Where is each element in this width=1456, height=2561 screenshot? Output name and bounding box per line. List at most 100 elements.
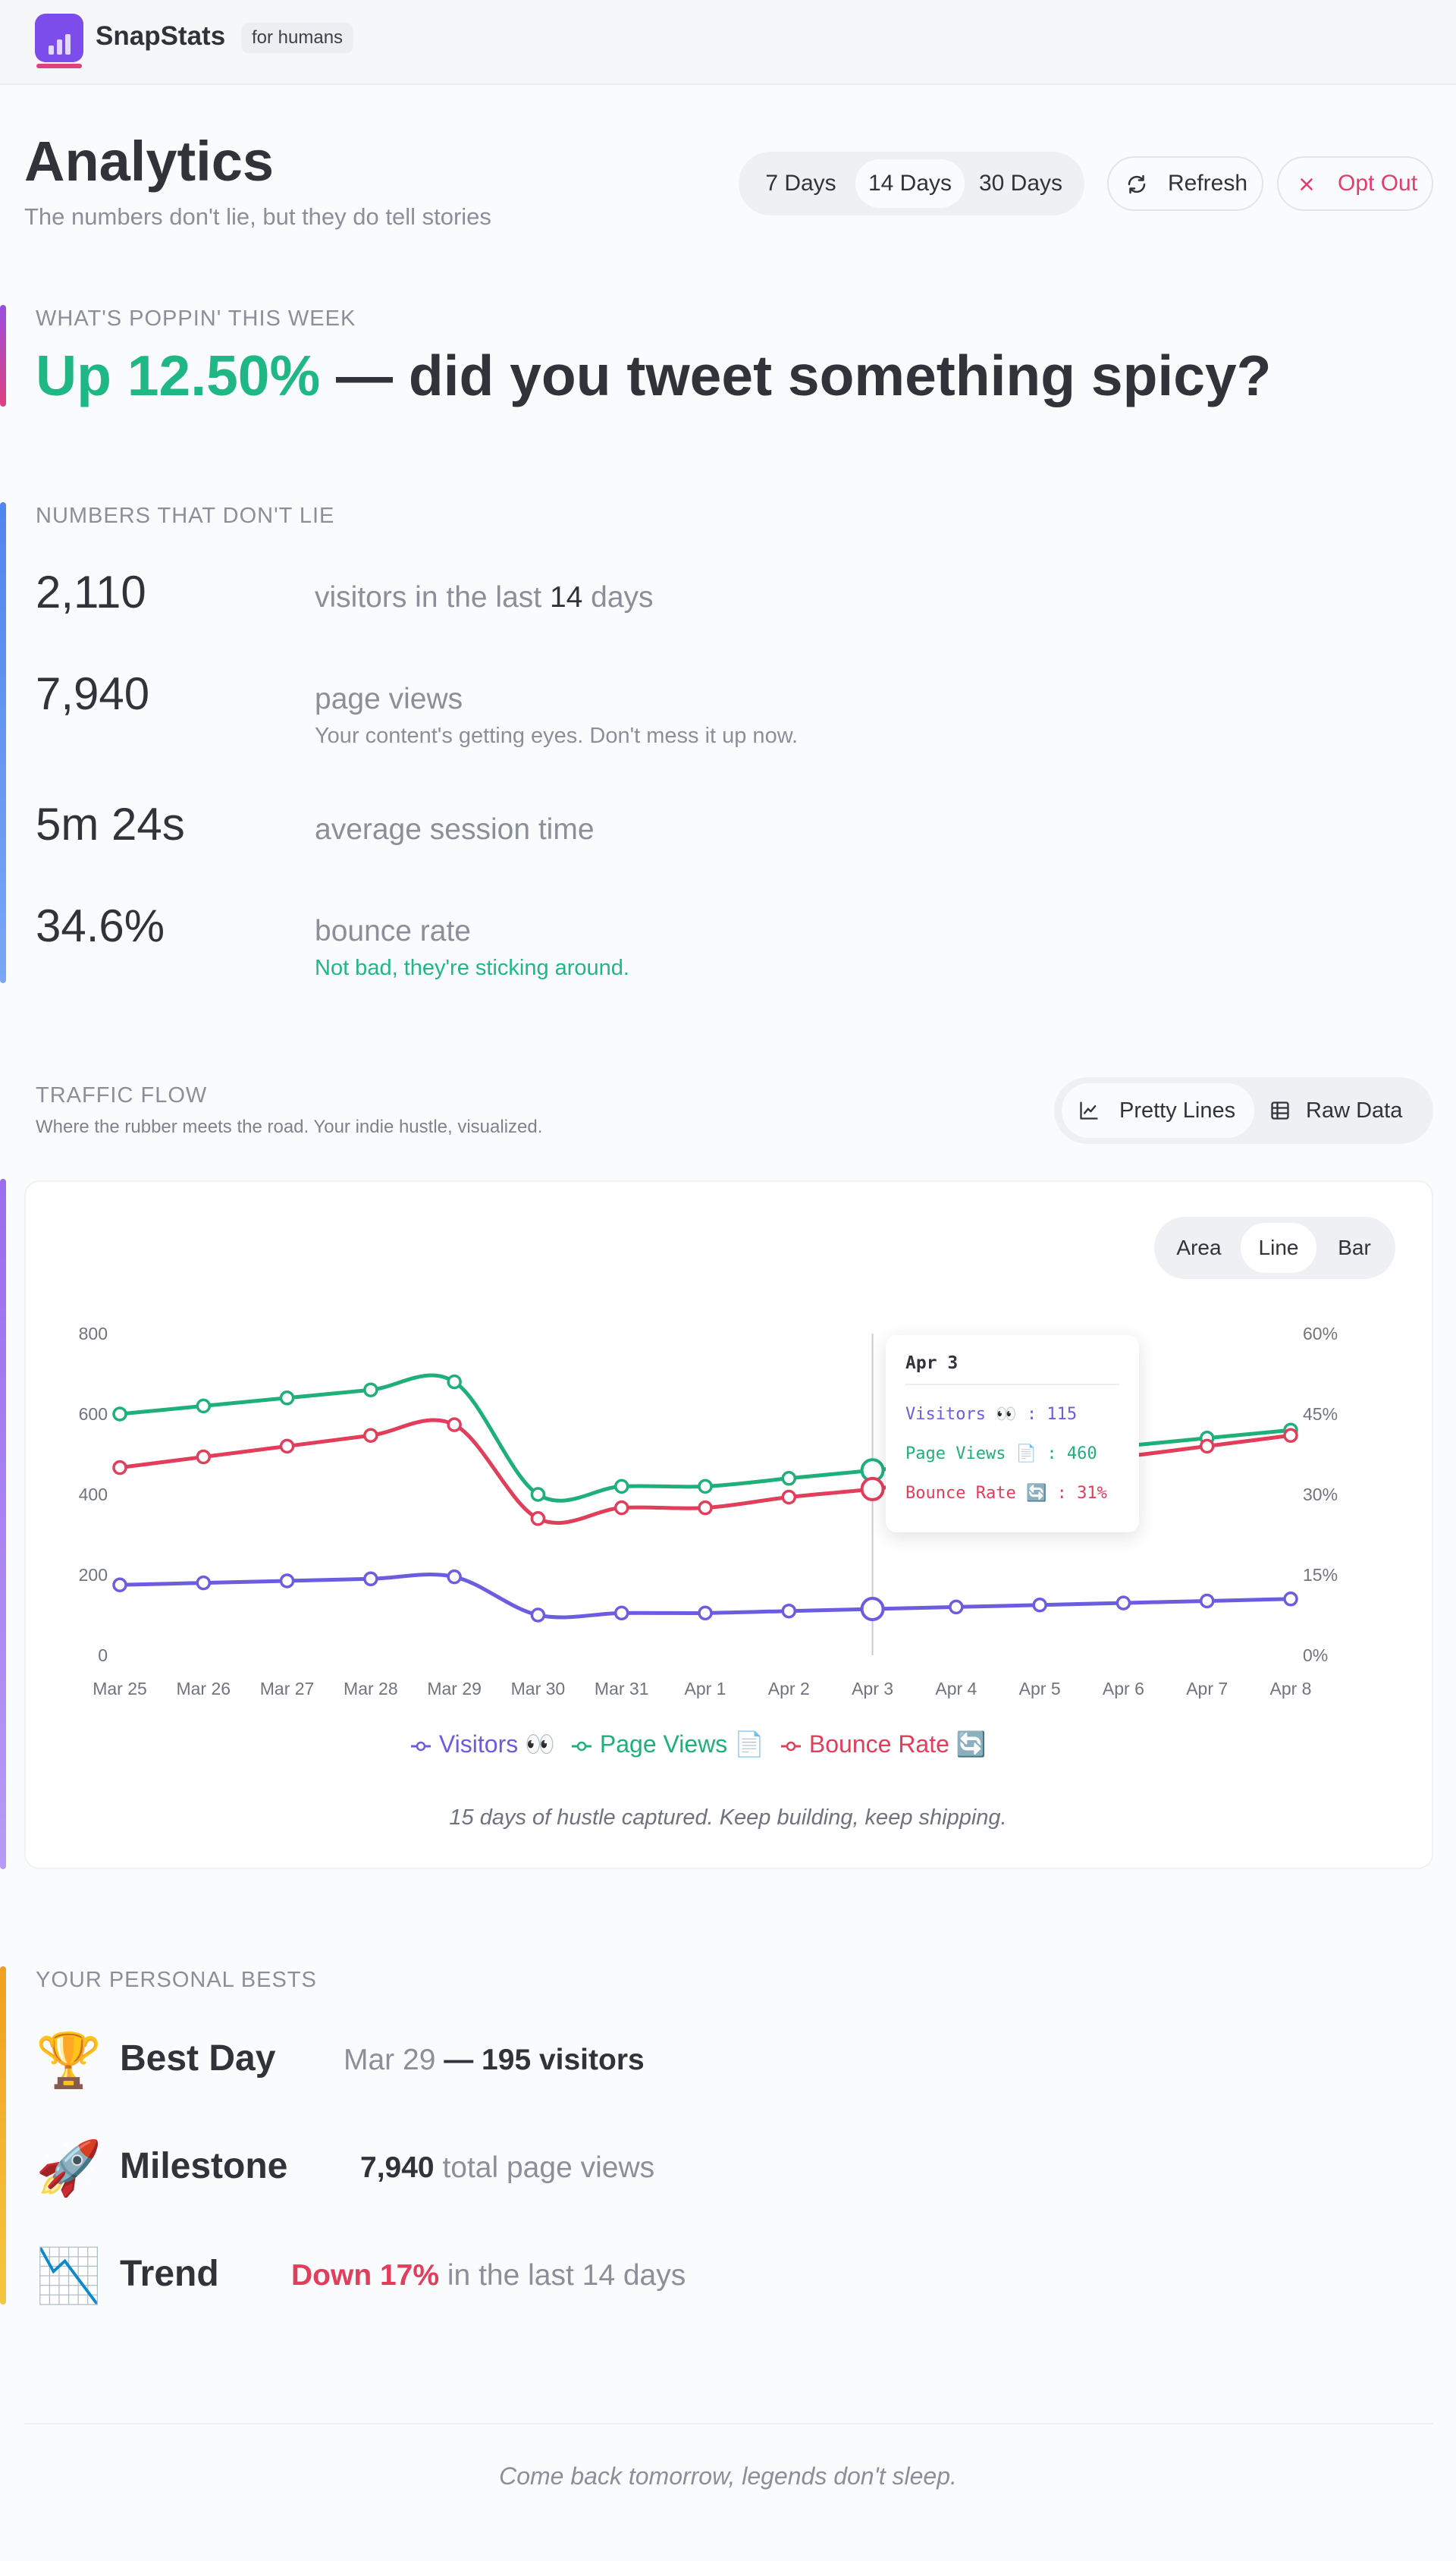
data-point — [447, 1417, 462, 1432]
footer-divider — [24, 2423, 1433, 2424]
x-tick-label: Apr 5 — [1019, 1679, 1061, 1698]
range-14-days-button[interactable]: 14 Days — [855, 159, 965, 208]
data-point — [1116, 1595, 1131, 1610]
raw-data-label: Raw Data — [1306, 1098, 1403, 1123]
refresh-label: Refresh — [1168, 171, 1248, 196]
opt-out-button[interactable]: Opt Out — [1277, 156, 1433, 211]
milestone-title: Milestone — [120, 2146, 288, 2186]
opt-out-label: Opt Out — [1338, 171, 1418, 196]
x-tick-label: Mar 30 — [511, 1679, 566, 1698]
pretty-lines-button[interactable]: Pretty Lines — [1062, 1083, 1254, 1138]
x-tick-label: Mar 26 — [176, 1679, 231, 1698]
brand-name[interactable]: SnapStats — [96, 21, 226, 51]
chart-caption: 15 days of hustle captured. Keep buildin… — [449, 1805, 1007, 1830]
milestone-count: 7,940 — [360, 2151, 435, 2184]
data-point — [613, 1500, 629, 1516]
x-tick-label: Apr 8 — [1270, 1679, 1312, 1698]
legend-visitors-marker-icon — [411, 1741, 431, 1751]
y-left-tick-label: 200 — [79, 1565, 108, 1585]
highlight-accent-bar — [0, 305, 6, 407]
y-right-tick-label: 45% — [1303, 1404, 1338, 1424]
legend-bounce-marker-icon — [781, 1741, 801, 1751]
trophy-icon: 🏆 — [36, 2031, 102, 2090]
bounce-label: bounce rate — [315, 915, 471, 947]
tooltip-pageviews: Page Views 📄 : 460 — [905, 1444, 1097, 1463]
view-toggle: Pretty Lines Raw Data — [1054, 1077, 1433, 1144]
data-point — [1283, 1428, 1298, 1444]
chart-type-line-button[interactable]: Line — [1241, 1223, 1316, 1273]
x-tick-label: Mar 25 — [93, 1679, 147, 1698]
page-title: Analytics — [24, 130, 275, 193]
data-point — [530, 1511, 546, 1526]
data-point — [196, 1575, 212, 1591]
pageviews-value: 7,940 — [36, 668, 150, 719]
legend-visitors[interactable]: Visitors 👀 — [410, 1730, 555, 1758]
range-7-days-button[interactable]: 7 Days — [765, 171, 836, 196]
data-point — [613, 1478, 629, 1494]
bounce-note: Not bad, they're sticking around. — [315, 956, 629, 980]
legend-visitors-label: Visitors 👀 — [438, 1730, 555, 1758]
data-point — [112, 1406, 127, 1422]
footer-text: Come back tomorrow, legends don't sleep. — [499, 2462, 957, 2490]
data-point — [1199, 1438, 1215, 1454]
data-point — [447, 1569, 462, 1585]
data-point — [447, 1374, 462, 1390]
data-point — [363, 1571, 378, 1587]
chart-type-area-button[interactable]: Area — [1176, 1236, 1222, 1259]
y-right-tick-label: 0% — [1303, 1645, 1328, 1665]
data-point — [860, 1476, 885, 1501]
date-range-selector: 7 Days 14 Days 30 Days — [739, 152, 1084, 215]
tooltip-divider — [905, 1384, 1119, 1385]
y-left-tick-label: 800 — [79, 1324, 108, 1343]
data-point — [1032, 1598, 1047, 1613]
pretty-lines-label: Pretty Lines — [1119, 1098, 1236, 1123]
legend-bounce[interactable]: Bounce Rate 🔄 — [780, 1730, 987, 1758]
visitors-value: 2,110 — [36, 567, 146, 617]
data-point — [279, 1573, 295, 1588]
pageviews-label: page views — [315, 683, 463, 715]
data-point — [949, 1599, 964, 1615]
brand-tag: for humans — [241, 23, 354, 53]
bounce-value: 34.6% — [36, 900, 165, 951]
y-right-tick-label: 15% — [1303, 1565, 1338, 1585]
data-point — [698, 1605, 713, 1621]
raw-data-button[interactable]: Raw Data — [1259, 1083, 1427, 1138]
traffic-eyebrow: TRAFFIC FLOW — [36, 1083, 208, 1108]
snapstats-logo-icon[interactable] — [35, 14, 83, 68]
milestone-desc: 7,940 total page views — [360, 2151, 654, 2185]
table-icon — [1271, 1101, 1289, 1120]
refresh-button[interactable]: Refresh — [1107, 156, 1263, 211]
data-point — [613, 1605, 629, 1621]
best-day-date: Mar 29 — [344, 2044, 436, 2076]
legend-pageviews-label: Page Views 📄 — [599, 1730, 765, 1758]
x-tick-label: Apr 6 — [1103, 1679, 1144, 1698]
best-day-visitors: — 195 visitors — [435, 2044, 645, 2076]
bests-eyebrow: YOUR PERSONAL BESTS — [36, 1968, 317, 1992]
chart-type-bar-button[interactable]: Bar — [1338, 1236, 1371, 1259]
data-point — [781, 1489, 797, 1505]
data-point — [279, 1390, 295, 1406]
legend-pageviews[interactable]: Page Views 📄 — [570, 1730, 764, 1758]
y-left-tick-label: 400 — [79, 1485, 108, 1504]
data-point — [1199, 1593, 1215, 1609]
x-tick-label: Mar 31 — [595, 1679, 649, 1698]
traffic-subtitle: Where the rubber meets the road. Your in… — [36, 1117, 543, 1137]
traffic-line-chart[interactable]: 0 200 400 600 800 0% 15% 30% 45% 60% Mar 25 Mar 26 M… — [0, 1290, 1456, 1714]
x-tick-label: Apr 4 — [935, 1679, 977, 1698]
traffic-chart-card — [24, 1180, 1433, 1869]
best-day-desc: Mar 29 — 195 visitors — [344, 2044, 645, 2077]
legend-pageviews-marker-icon — [572, 1741, 592, 1751]
data-point — [196, 1449, 212, 1465]
range-30-days-button[interactable]: 30 Days — [978, 171, 1063, 196]
visitors-label: visitors in the last 14 days — [315, 581, 654, 614]
tooltip-bounce: Bounce Rate 🔄 : 31% — [905, 1484, 1107, 1503]
highlight-eyebrow: WHAT'S POPPIN' THIS WEEK — [36, 306, 356, 331]
chart-type-selector: Area Line Bar — [1154, 1217, 1395, 1279]
data-point — [279, 1438, 295, 1454]
y-left-tick-label: 600 — [79, 1404, 108, 1424]
data-point — [112, 1460, 127, 1475]
close-icon — [1301, 178, 1313, 190]
y-right-tick-label: 60% — [1303, 1324, 1338, 1343]
x-tick-label: Apr 1 — [685, 1679, 726, 1698]
trend-change: Down 17% — [291, 2259, 440, 2292]
